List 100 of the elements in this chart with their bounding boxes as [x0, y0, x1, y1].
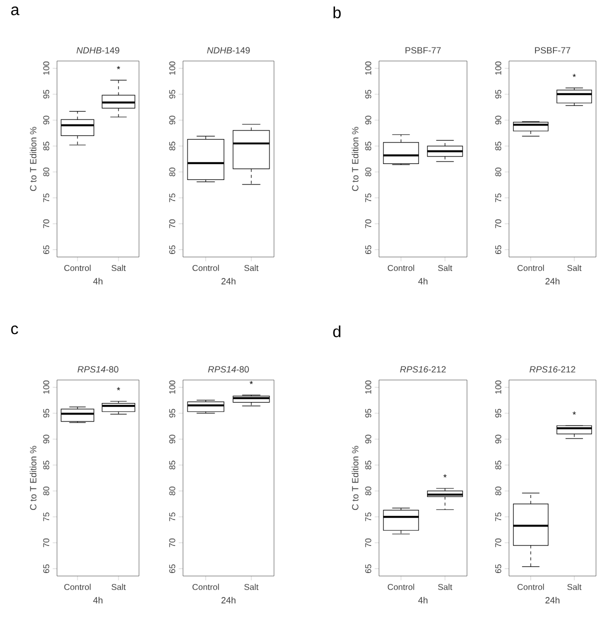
y-tick-label: 75 [495, 194, 502, 202]
x-axis-title: 24h [221, 278, 236, 284]
y-tick-label: 90 [43, 116, 50, 124]
y-tick-label: 80 [43, 486, 50, 496]
y-tick-label: 85 [365, 142, 372, 150]
annotation: * [250, 380, 253, 384]
y-tick-label: 80 [169, 486, 176, 496]
y-tick-label: 100 [495, 62, 502, 75]
x-tick-label: Salt [438, 264, 452, 271]
chart-title: RPS16-212 [530, 366, 576, 373]
x-axis-title: 24h [221, 596, 236, 604]
y-tick-label: 65 [43, 245, 50, 254]
y-tick-label: 70 [365, 538, 372, 548]
y-tick-label: 95 [495, 90, 502, 98]
y-tick-label: 90 [169, 116, 176, 124]
y-tick-label: 70 [495, 538, 502, 548]
annotation: * [116, 387, 120, 390]
x-tick-label: Salt [112, 264, 126, 271]
y-tick-label: 95 [365, 90, 372, 98]
y-tick-label: 80 [495, 168, 502, 176]
y-tick-label: 65 [169, 245, 176, 254]
y-tick-label: 90 [169, 434, 176, 444]
y-tick-label: 85 [169, 460, 176, 470]
chart-title: RPS14-80 [208, 366, 249, 373]
y-tick-label: 65 [365, 245, 372, 254]
y-tick-label: 75 [365, 512, 372, 522]
x-tick-label: Control [192, 584, 219, 590]
annotation: * [443, 474, 447, 478]
x-axis-title: 4h [418, 278, 428, 284]
x-tick-label: Control [388, 264, 414, 271]
y-tick-label: 85 [365, 460, 372, 470]
y-tick-label: 100 [365, 380, 372, 394]
text: c [11, 326, 18, 334]
x-tick-label: Salt [567, 264, 582, 271]
y-tick-label: 80 [495, 486, 502, 496]
chart-title: RPS16-212 [400, 366, 446, 373]
y-tick-label: 100 [169, 380, 176, 394]
y-tick-label: 100 [169, 62, 176, 75]
y-tick-label: 65 [169, 564, 176, 574]
x-tick-label: Control [518, 264, 544, 271]
y-tick-label: 75 [43, 194, 50, 202]
x-tick-label: Salt [244, 584, 258, 590]
x-tick-label: Salt [112, 584, 126, 590]
y-tick-label: 70 [43, 538, 50, 548]
y-tick-label: 70 [43, 219, 50, 228]
y-tick-label: 95 [169, 90, 176, 98]
y-tick-label: 90 [365, 116, 372, 124]
y-axis-title: C to T Edition % [352, 446, 358, 510]
y-tick-label: 65 [495, 245, 502, 254]
chart-title: NDHB-149 [207, 47, 250, 54]
y-tick-label: 85 [495, 142, 502, 150]
y-tick-label: 100 [495, 380, 502, 394]
y-tick-label: 80 [169, 168, 176, 176]
y-axis-title: C to T Edition % [30, 126, 36, 191]
y-tick-label: 95 [169, 408, 176, 418]
chart-title: RPS14-80 [78, 366, 118, 373]
y-tick-label: 90 [495, 434, 502, 444]
chart-title: NDHB-149 [76, 47, 120, 54]
text: d [333, 326, 340, 338]
y-tick-label: 100 [43, 380, 50, 394]
y-tick-label: 80 [365, 168, 372, 176]
y-tick-label: 75 [43, 512, 50, 522]
y-tick-label: 65 [365, 564, 372, 574]
x-tick-label: Control [388, 584, 414, 590]
y-tick-label: 85 [495, 460, 502, 470]
y-tick-label: 70 [169, 219, 176, 228]
y-tick-label: 65 [43, 564, 50, 574]
y-tick-label: 70 [365, 219, 372, 228]
text: b [334, 6, 341, 18]
x-axis-title: 24h [545, 596, 560, 604]
y-tick-label: 65 [495, 564, 502, 574]
annotation: * [572, 74, 576, 78]
x-tick-label: Control [64, 264, 91, 271]
y-axis-title: C to T Edition % [352, 126, 358, 191]
annotation: * [572, 412, 576, 415]
y-tick-label: 90 [365, 434, 372, 444]
y-tick-label: 85 [169, 142, 176, 150]
y-tick-label: 75 [169, 512, 176, 522]
x-tick-label: Salt [438, 584, 452, 590]
y-tick-label: 80 [43, 168, 50, 176]
y-tick-label: 70 [169, 538, 176, 548]
y-tick-label: 100 [365, 62, 372, 75]
y-tick-label: 75 [169, 194, 176, 202]
x-tick-label: Salt [567, 584, 582, 590]
annotation: * [116, 66, 120, 70]
y-tick-label: 95 [495, 408, 502, 418]
x-axis-title: 4h [93, 278, 102, 284]
y-tick-label: 70 [495, 219, 502, 228]
x-axis-title: 24h [545, 278, 560, 284]
y-tick-label: 75 [495, 512, 502, 522]
x-tick-label: Control [518, 584, 544, 590]
x-axis-title: 4h [418, 596, 428, 604]
y-tick-label: 90 [495, 116, 502, 124]
y-tick-label: 85 [43, 460, 50, 470]
y-tick-label: 85 [43, 142, 50, 150]
x-tick-label: Control [192, 264, 219, 271]
x-tick-label: Control [64, 584, 91, 590]
chart-title: PSBF-77 [406, 47, 441, 54]
y-tick-label: 95 [43, 90, 50, 98]
y-tick-label: 90 [43, 434, 50, 444]
